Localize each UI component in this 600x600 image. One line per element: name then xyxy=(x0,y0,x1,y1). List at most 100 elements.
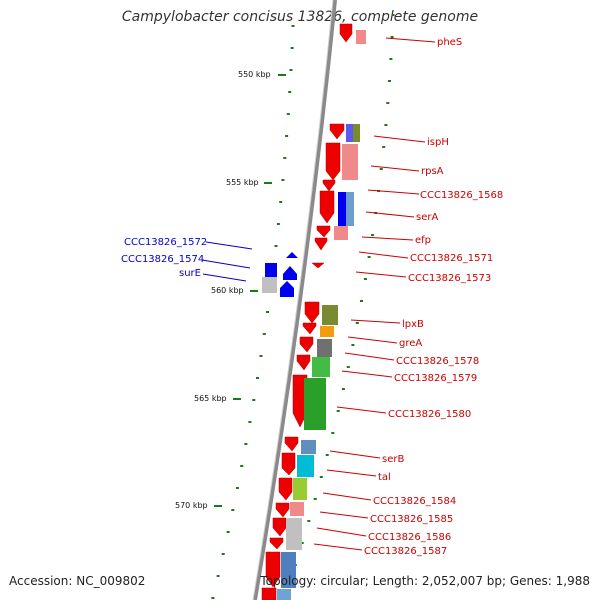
genome-backbone xyxy=(253,0,337,600)
tick-mark xyxy=(291,25,295,27)
tick-mark xyxy=(211,597,215,599)
tick-mark xyxy=(384,124,388,126)
kbp-tick xyxy=(233,398,241,400)
kbp-tick xyxy=(264,182,272,184)
tick-mark xyxy=(252,399,256,401)
gene-arrow xyxy=(339,23,353,43)
kbp-label: 555 kbp xyxy=(226,178,259,187)
right-gene-labels: pheS ispH rpsA CCC13826_1568 serA efp CC… xyxy=(364,37,503,557)
tick-mark xyxy=(382,146,386,148)
gene-arrow xyxy=(299,336,314,353)
tick-mark xyxy=(231,509,235,511)
tick-mark xyxy=(363,278,367,280)
gene-arrow xyxy=(304,301,320,324)
gene-arrow xyxy=(292,374,308,428)
tick-mark xyxy=(386,102,390,104)
gene-arrow xyxy=(286,252,298,258)
gene-label: lpxB xyxy=(402,319,424,330)
gene-label: ispH xyxy=(427,137,449,148)
kbp-tick xyxy=(250,290,258,292)
kbp-label: 560 kbp xyxy=(211,286,244,295)
tick-mark xyxy=(341,388,345,390)
gene-arrow xyxy=(311,262,325,269)
gene-label: CCC13826_1587 xyxy=(364,546,447,557)
forward-genes xyxy=(261,23,353,600)
gene-label: CCC13826_1573 xyxy=(408,273,491,284)
gene-arrow xyxy=(269,537,284,550)
gene-arrow xyxy=(272,517,287,537)
kbp-scale: 550 kbp 555 kbp 560 kbp 565 kbp 570 kbp xyxy=(175,70,286,510)
gene-arrow xyxy=(314,237,328,251)
gene-label: CCC13826_1568 xyxy=(420,190,503,201)
gene-label: CCC13826_1579 xyxy=(394,373,477,384)
tick-mark xyxy=(262,333,266,335)
gene-arrow xyxy=(275,502,290,518)
gene-arrow xyxy=(281,452,296,476)
gene-arrow xyxy=(265,551,281,588)
cog-bands xyxy=(262,30,366,600)
gene-label: CCC13826_1586 xyxy=(368,532,451,543)
gene-arrow xyxy=(261,587,277,600)
tick-mark xyxy=(388,80,391,82)
gene-arrow xyxy=(278,477,293,501)
tick-mark xyxy=(290,47,294,49)
gene-label: rpsA xyxy=(421,166,444,177)
gene-label: CCC13826_1571 xyxy=(410,253,493,264)
tick-mark xyxy=(390,36,394,38)
gene-label: CCC13826_1574 xyxy=(121,254,204,265)
gene-label: surE xyxy=(179,268,201,279)
kbp-label: 550 kbp xyxy=(238,70,271,79)
map-title: Campylobacter concisus 13826, complete g… xyxy=(121,9,479,25)
gene-label: CCC13826_1585 xyxy=(370,514,453,525)
kbp-label: 570 kbp xyxy=(175,501,208,510)
gene-label: pheS xyxy=(437,37,462,48)
gene-label: CCC13826_1580 xyxy=(388,409,471,420)
tick-mark xyxy=(367,256,371,258)
tick-mark xyxy=(216,575,220,577)
accession-text: Accession: NC_009802 xyxy=(9,574,146,588)
gene-label: CCC13826_1578 xyxy=(396,356,479,367)
gene-label: serA xyxy=(416,212,438,223)
gene-label: efp xyxy=(415,235,431,246)
left-gene-labels: CCC13826_1572 CCC13826_1574 surE xyxy=(121,237,207,279)
gene-arrow xyxy=(329,123,345,140)
gene-label: CCC13826_1584 xyxy=(373,496,456,507)
reverse-genes xyxy=(265,252,298,297)
gene-block xyxy=(265,263,277,277)
gene-label: tal xyxy=(378,472,391,483)
gene-arrow xyxy=(316,225,331,238)
gene-arrow xyxy=(280,281,294,297)
tick-mark xyxy=(244,443,248,445)
tick-mark xyxy=(286,113,290,115)
tick-mark xyxy=(336,410,340,412)
tick-mark xyxy=(313,498,317,500)
tick-mark xyxy=(235,487,239,489)
tick-mark xyxy=(283,157,287,159)
gene-label: greA xyxy=(399,338,422,349)
kbp-tick xyxy=(214,505,222,507)
genome-summary: Topology: circular; Length: 2,052,007 bp… xyxy=(260,574,590,588)
tick-mark xyxy=(379,168,383,170)
tick-mark xyxy=(346,366,350,368)
tick-mark xyxy=(289,69,293,71)
tick-mark xyxy=(248,421,252,423)
tick-mark xyxy=(389,58,393,60)
right-leaders xyxy=(313,37,436,551)
gene-arrow xyxy=(319,190,335,224)
left-leaders xyxy=(201,241,253,282)
kbp-label: 565 kbp xyxy=(194,394,227,403)
tick-mark xyxy=(331,432,335,434)
gene-arrow xyxy=(296,354,311,371)
tick-mark xyxy=(288,91,292,93)
tick-mark xyxy=(319,476,323,478)
tick-mark xyxy=(256,377,259,379)
gene-arrow xyxy=(284,436,299,452)
gene-arrow xyxy=(283,266,297,280)
kbp-tick xyxy=(278,74,286,76)
gene-arrow xyxy=(325,142,341,181)
tick-mark xyxy=(371,234,374,236)
gene-arrow xyxy=(322,179,336,192)
gene-arrow xyxy=(302,322,317,335)
gene-label: serB xyxy=(382,454,404,465)
